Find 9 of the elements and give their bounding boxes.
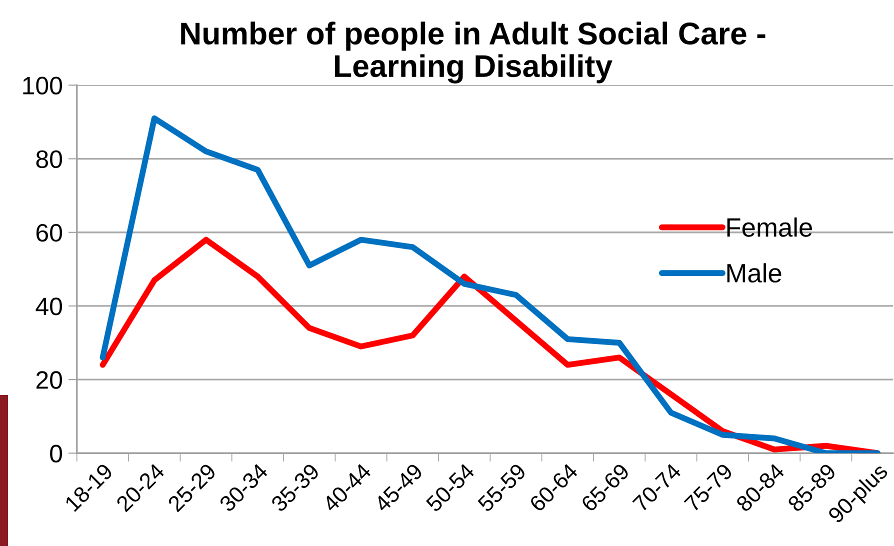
chart-title: Number of people in Adult Social Care - Learning Disability [181, 22, 766, 84]
y-tick-label: 40 [36, 298, 62, 316]
legend-label: Female [727, 217, 812, 237]
y-tick-label: 0 [50, 444, 62, 462]
y-tick-label: 60 [36, 224, 62, 242]
y-tick-label: 100 [23, 76, 62, 94]
y-tick-label: 80 [36, 150, 62, 168]
y-tick-label: 20 [36, 371, 62, 389]
legend-label: Male [727, 263, 782, 283]
